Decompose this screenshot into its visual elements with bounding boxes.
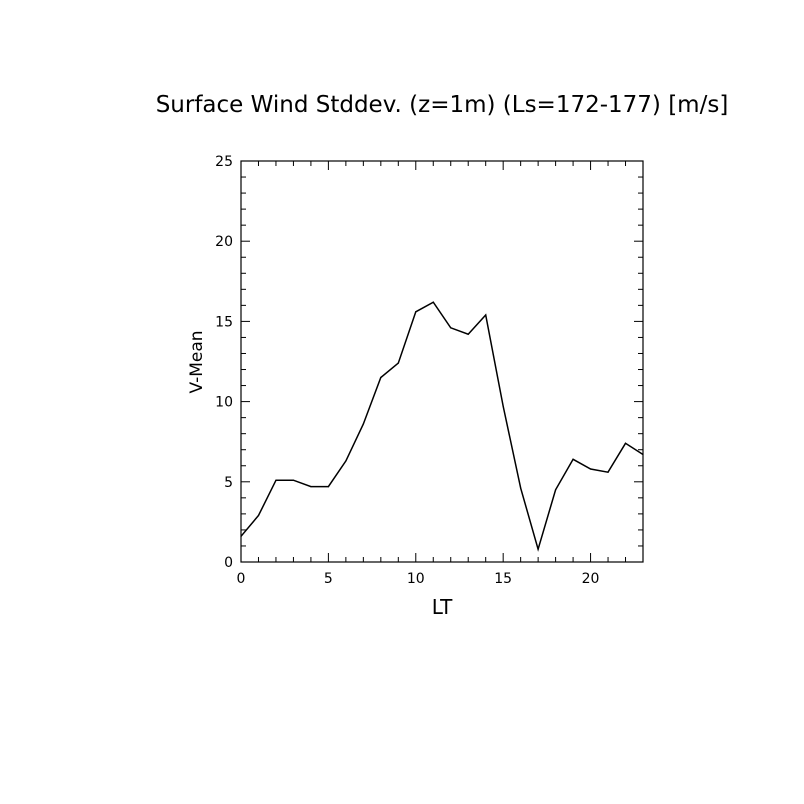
y-tick-label: 20 xyxy=(215,234,233,250)
data-point xyxy=(589,468,592,470)
x-tick-label: 15 xyxy=(494,571,512,587)
data-point xyxy=(415,311,417,313)
x-axis-label: LT xyxy=(432,595,453,619)
plot-frame xyxy=(240,160,644,563)
data-point xyxy=(345,460,347,462)
data-points xyxy=(240,301,644,550)
x-tick-label: 20 xyxy=(582,571,600,587)
data-point xyxy=(362,423,364,425)
y-tick-label: 5 xyxy=(224,475,233,491)
data-point xyxy=(537,548,539,550)
y-tick-label: 10 xyxy=(215,395,233,411)
data-point xyxy=(467,333,469,335)
data-point xyxy=(642,453,644,456)
y-tick-label: 25 xyxy=(215,154,233,170)
data-point xyxy=(572,458,574,460)
x-tick-label: 10 xyxy=(407,571,425,587)
y-tick-label: 15 xyxy=(215,314,233,330)
x-tick-label: 0 xyxy=(237,571,246,587)
data-point xyxy=(502,405,504,408)
y-tick-label: 0 xyxy=(224,555,233,571)
data-point xyxy=(240,535,242,537)
chart-title: Surface Wind Stddev. (z=1m) (Ls=172-177)… xyxy=(156,92,729,118)
data-point xyxy=(624,442,627,444)
series-line xyxy=(240,301,644,552)
data-point xyxy=(555,489,557,491)
axis-ticks xyxy=(240,160,644,563)
data-point xyxy=(397,362,399,364)
data-point xyxy=(310,486,312,488)
data-point xyxy=(327,486,329,488)
data-point xyxy=(275,479,277,481)
data-point xyxy=(450,327,452,329)
data-point xyxy=(520,487,522,489)
data-point xyxy=(257,514,260,517)
x-tick-label: 5 xyxy=(324,571,333,587)
data-point xyxy=(607,471,609,473)
y-axis-label: V-Mean xyxy=(187,330,207,393)
data-point xyxy=(292,479,295,481)
data-point xyxy=(485,314,487,316)
data-point xyxy=(432,301,434,303)
data-point xyxy=(380,376,382,379)
tick-labels: 0 5 10 15 20 0 5 10 15 20 25 xyxy=(215,154,599,587)
